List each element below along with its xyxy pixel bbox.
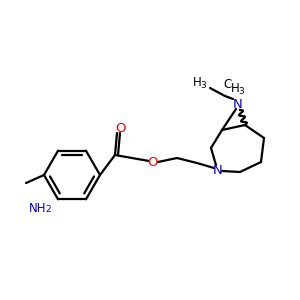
Text: H: H (193, 76, 201, 89)
Text: 3: 3 (238, 86, 244, 95)
Text: O: O (115, 122, 125, 134)
Text: O: O (148, 157, 158, 169)
Text: NH: NH (29, 202, 47, 214)
Text: N: N (213, 164, 223, 176)
Text: H: H (231, 82, 239, 95)
Text: C: C (223, 79, 231, 92)
Text: N: N (233, 98, 243, 110)
Text: 2: 2 (45, 206, 51, 214)
Text: 3: 3 (200, 80, 206, 89)
